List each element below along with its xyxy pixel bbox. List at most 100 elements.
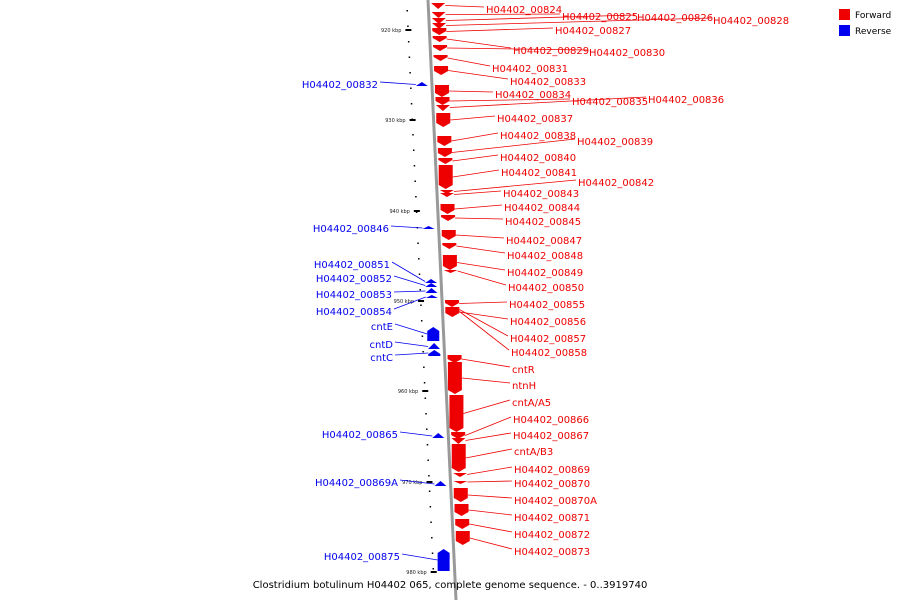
forward-gene-mark	[451, 438, 466, 444]
scale-tick-label: 930 kbp	[385, 118, 405, 124]
reverse-gene-leader	[401, 553, 438, 561]
genome-caption: Clostridium botulinum H04402 065, comple…	[253, 580, 648, 591]
forward-gene-label: H04402_00872	[514, 530, 590, 541]
forward-gene-label: H04402_00870A	[514, 496, 597, 507]
forward-gene-leader	[463, 399, 511, 414]
forward-gene-label: H04402_00831	[492, 64, 568, 75]
forward-gene-leader	[469, 523, 513, 533]
forward-gene-mark	[451, 432, 466, 439]
minor-tick-dot	[409, 72, 411, 74]
forward-gene-label: H04402_00871	[514, 513, 590, 524]
reverse-gene-mark	[427, 327, 440, 341]
reverse-gene-leader	[393, 275, 426, 286]
forward-gene-leader	[469, 537, 513, 550]
forward-gene-leader	[456, 262, 506, 271]
forward-gene-leader	[465, 416, 512, 436]
reverse-gene-label: cntC	[370, 353, 393, 364]
forward-gene-label: H04402_00858	[511, 348, 587, 359]
forward-gene-label: H04402_00837	[497, 114, 573, 125]
forward-gene-leader	[449, 96, 647, 108]
reverse-gene-leader	[393, 290, 426, 293]
forward-gene-label: H04402_00830	[589, 48, 665, 59]
forward-gene-mark	[439, 190, 454, 194]
forward-gene-mark	[445, 310, 460, 314]
forward-gene-mark	[442, 255, 457, 270]
minor-tick-dot	[412, 134, 414, 136]
scale-tick-label: 960 kbp	[398, 389, 418, 395]
forward-gene-label: H04402_00839	[577, 137, 653, 148]
minor-tick-dot	[425, 428, 428, 430]
forward-gene-mark	[431, 3, 446, 9]
minor-tick-dot	[426, 444, 429, 446]
reverse-gene-leader	[393, 296, 426, 310]
forward-gene-label: H04402_00840	[500, 153, 576, 164]
reverse-gene-leader	[394, 323, 428, 335]
forward-gene-label: H04402_00836	[648, 95, 724, 106]
forward-gene-leader	[468, 509, 513, 516]
forward-gene-label: H04402_00845	[505, 217, 581, 228]
forward-gene-leader	[449, 98, 571, 102]
forward-gene-mark	[431, 12, 446, 18]
forward-gene-label: H04402_00866	[513, 415, 589, 426]
minor-tick-dot	[418, 258, 420, 260]
legend: Forward Reverse	[839, 9, 892, 37]
reverse-gene-label: H04402_00832	[302, 80, 378, 91]
forward-gene-label: H04402_00850	[508, 283, 584, 294]
scale-tick-mark	[405, 29, 412, 31]
minor-tick-dot	[408, 56, 411, 58]
forward-gene-mark	[440, 204, 455, 214]
scale-tick-mark	[422, 390, 429, 392]
legend-forward-label: Forward	[855, 11, 891, 21]
minor-tick-dot	[412, 149, 415, 151]
minor-tick-dot	[427, 459, 429, 461]
forward-gene-leader	[459, 311, 509, 320]
minor-tick-dot	[423, 382, 426, 384]
forward-gene-leader	[467, 494, 513, 499]
minor-tick-dot	[428, 475, 430, 477]
forward-gene-leader	[465, 448, 513, 459]
forward-gene-mark	[432, 36, 447, 42]
reverse-gene-leader	[394, 352, 429, 356]
minor-tick-dot	[420, 320, 423, 322]
scale-tick-label: 980 kbp	[406, 570, 426, 576]
genome-axis	[406, 0, 458, 600]
scale-tick-label: 950 kbp	[394, 299, 414, 305]
minor-tick-dot	[415, 211, 418, 213]
forward-gene-mark	[454, 504, 469, 516]
reverse-gene-leader	[379, 81, 416, 85]
forward-gene-leader	[451, 132, 499, 142]
forward-gene-mark	[434, 85, 449, 97]
forward-gene-mark	[433, 45, 448, 51]
forward-gene-leader	[461, 358, 511, 368]
minor-tick-dot	[419, 289, 421, 291]
forward-gene-mark	[447, 362, 462, 394]
forward-gene-leader	[465, 432, 512, 441]
forward-gene-leader	[448, 90, 494, 93]
forward-gene-leader	[457, 270, 507, 286]
forward-gene-label: H04402_00833	[510, 77, 586, 88]
reverse-gene-label: H04402_00853	[316, 290, 392, 301]
legend-forward-swatch	[839, 9, 850, 20]
reverse-gene-mark	[432, 433, 445, 438]
reverse-gene-label: H04402_00846	[313, 224, 389, 235]
minor-tick-dot	[418, 273, 421, 275]
legend-reverse-swatch	[839, 25, 850, 36]
forward-gene-mark	[436, 113, 451, 127]
reverse-gene-label: H04402_00854	[316, 307, 392, 318]
forward-gene-leader	[461, 377, 511, 384]
forward-gene-leader	[446, 38, 512, 49]
forward-gene-label: H04402_00843	[503, 189, 579, 200]
forward-gene-mark	[442, 243, 457, 249]
minor-tick-dot	[415, 196, 417, 198]
reverse-gene-label: H04402_00852	[316, 274, 392, 285]
minor-tick-dot	[413, 165, 416, 167]
forward-gene-mark	[451, 444, 466, 472]
forward-gene-label: H04402_00825	[562, 12, 638, 23]
forward-gene-mark	[435, 105, 450, 111]
forward-gene-mark	[440, 193, 455, 197]
forward-gene-leader	[448, 70, 509, 80]
forward-gene-label: H04402_00870	[514, 479, 590, 490]
forward-gene-mark	[453, 488, 468, 502]
genome-axis-line	[426, 0, 458, 600]
